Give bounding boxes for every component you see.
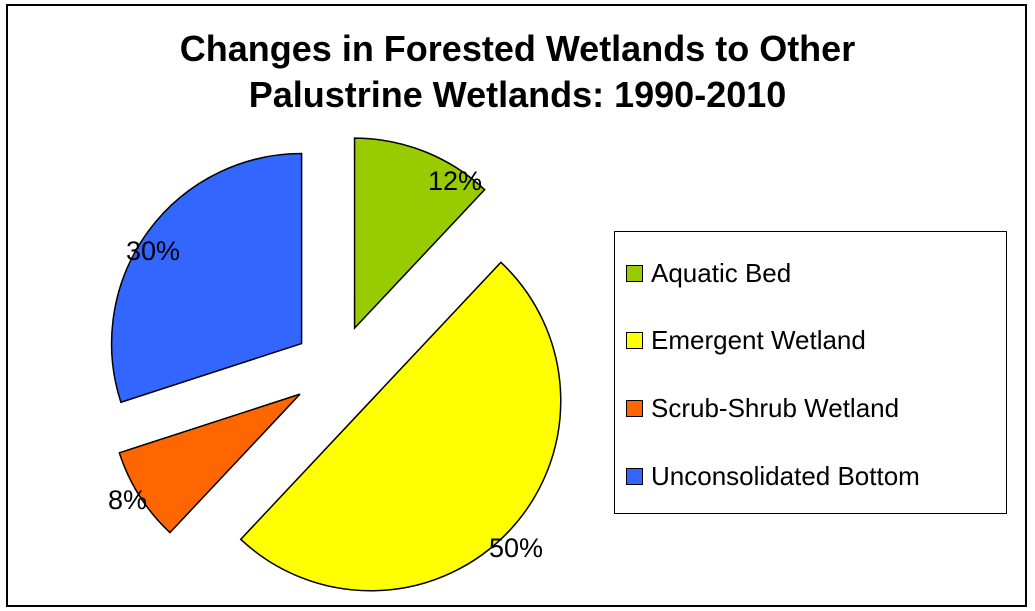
slice-label-scrub-shrub-wetland: 8% <box>108 485 148 515</box>
pie-slice-emergent-wetland <box>239 261 562 592</box>
legend-label-unconsolidated-bottom: Unconsolidated Bottom <box>651 460 920 491</box>
legend-item-unconsolidated-bottom: Unconsolidated Bottom <box>626 461 920 491</box>
chart-title-line-2: Palustrine Wetlands: 1990-2010 <box>248 74 787 115</box>
chart-title-line-1: Changes in Forested Wetlands to Other <box>179 28 856 69</box>
legend-swatch-scrub-shrub-wetland <box>626 399 643 417</box>
pie-slice-aquatic-bed <box>353 137 486 331</box>
legend-item-aquatic-bed: Aquatic Bed <box>626 258 791 288</box>
legend-label-emergent-wetland: Emergent Wetland <box>651 324 866 355</box>
slice-label-emergent-wetland: 50% <box>489 533 544 563</box>
legend-swatch-aquatic-bed <box>626 264 643 282</box>
legend-swatch-emergent-wetland <box>626 331 643 349</box>
pie-slice-scrub-shrub-wetland <box>118 393 301 534</box>
slice-label-unconsolidated-bottom: 30% <box>126 236 181 266</box>
pie-slice-unconsolidated-bottom <box>110 152 303 404</box>
legend-label-aquatic-bed: Aquatic Bed <box>651 257 792 288</box>
slice-label-aquatic-bed: 12% <box>428 166 483 196</box>
chart-legend: Aquatic Bed Emergent Wetland Scrub-Shrub… <box>614 231 1007 514</box>
legend-item-scrub-shrub-wetland: Scrub-Shrub Wetland <box>626 393 899 423</box>
legend-label-scrub-shrub-wetland: Scrub-Shrub Wetland <box>651 392 900 423</box>
chart-title: Changes in Forested Wetlands to Other Pa… <box>0 26 1035 118</box>
legend-swatch-unconsolidated-bottom <box>626 467 643 485</box>
pie-slices <box>110 137 562 592</box>
legend-item-emergent-wetland: Emergent Wetland <box>626 325 866 355</box>
